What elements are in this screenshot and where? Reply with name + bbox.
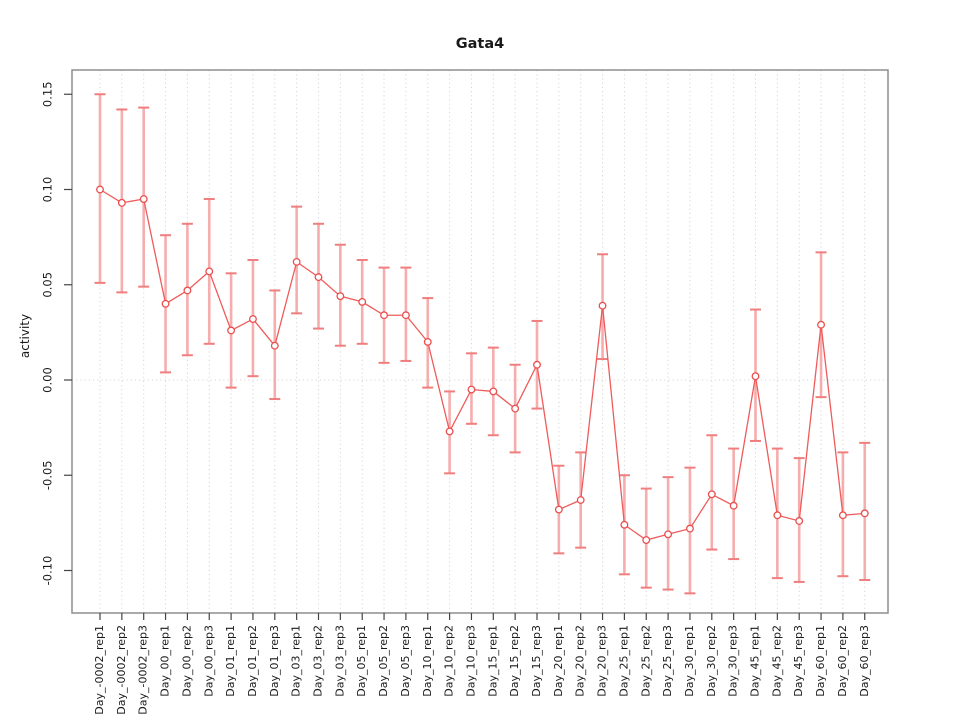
x-tick-label: Day_30_rep2 [705, 625, 718, 697]
data-point-marker [860, 509, 869, 518]
data-point-marker [817, 320, 825, 329]
data-point-marker [117, 198, 126, 207]
data-point-marker [533, 360, 541, 369]
data-point-marker [445, 427, 454, 436]
x-tick-label: Day_15_rep1 [486, 625, 499, 697]
y-tick-label: 0.15 [41, 81, 55, 107]
data-point-marker [467, 385, 476, 394]
x-tick-label: Day_10_rep2 [443, 625, 456, 697]
data-point-marker [795, 517, 804, 525]
data-point-marker [248, 315, 257, 323]
data-point-marker [511, 404, 520, 413]
x-tick-label: Day_03_rep1 [290, 625, 303, 697]
x-tick-label: Day_03_rep3 [333, 625, 346, 697]
x-tick-label: Day_10_rep3 [464, 625, 477, 697]
x-tick-label: Day_03_rep2 [312, 625, 325, 697]
plot-box [71, 69, 889, 614]
chart-title: Gata4 [455, 36, 505, 52]
data-point-marker [314, 273, 323, 282]
x-tick-label: Day_05_rep2 [377, 625, 390, 697]
data-point-marker [292, 257, 301, 266]
data-point-marker [686, 524, 694, 533]
data-point-marker [227, 326, 236, 335]
x-tick-label: Day_30_rep3 [727, 625, 740, 697]
data-point-marker [358, 297, 367, 306]
x-tick-label: Day_-0002_rep3 [137, 625, 150, 715]
data-point-marker [642, 536, 651, 544]
x-tick-label: Day_01_rep3 [268, 625, 281, 697]
x-tick-label: Day_25_rep1 [617, 625, 630, 697]
series-line [99, 188, 865, 541]
x-tick-label: Day_25_rep3 [661, 625, 674, 697]
x-tick-label: Day_20_rep3 [596, 625, 609, 697]
data-point-marker [380, 311, 388, 320]
x-tick-label: Day_60_rep2 [836, 625, 849, 697]
x-tick-label: Day_-0002_rep2 [115, 625, 128, 715]
data-point-marker [139, 195, 148, 203]
x-tick-label: Day_-0002_rep1 [93, 625, 106, 715]
data-point-marker [751, 372, 760, 381]
x-tick-label: Day_20_rep2 [574, 625, 587, 697]
x-tick-label: Day_00_rep1 [159, 625, 172, 697]
x-tick-label: Day_05_rep1 [355, 625, 368, 697]
x-tick-label: Day_00_rep2 [180, 625, 193, 697]
y-tick-label: 0.10 [41, 177, 55, 203]
x-tick-label: Day_60_rep3 [858, 625, 871, 697]
data-point-marker [336, 292, 345, 301]
x-tick-label: Day_45_rep2 [770, 625, 783, 697]
data-point-marker [664, 530, 673, 539]
x-tick-label: Day_60_rep1 [814, 625, 827, 697]
x-tick-label: Day_30_rep1 [683, 625, 696, 697]
x-tick-label: Day_10_rep1 [421, 625, 434, 697]
x-tick-label: Day_01_rep1 [224, 625, 237, 697]
x-tick-label: Day_05_rep3 [399, 625, 412, 697]
data-point-marker [729, 501, 738, 510]
x-tick-label: Day_45_rep1 [749, 625, 762, 697]
data-point-marker [554, 505, 563, 514]
data-point-marker [707, 490, 716, 499]
x-tick-label: Day_15_rep2 [508, 625, 521, 697]
data-point-marker [183, 286, 192, 295]
y-tick-label: -0.05 [41, 460, 55, 490]
data-point-marker [598, 301, 607, 310]
data-point-marker [838, 511, 847, 520]
data-point-marker [773, 511, 782, 520]
x-tick-label: Day_15_rep3 [530, 625, 543, 697]
data-point-marker [161, 299, 170, 308]
x-tick-label: Day_20_rep1 [552, 625, 565, 697]
data-point-marker [401, 311, 410, 320]
data-point-marker [270, 341, 279, 350]
data-point-marker [423, 337, 432, 346]
x-tick-label: Day_00_rep3 [202, 625, 215, 697]
y-tick-label: 0.05 [41, 272, 55, 298]
y-tick-label: -0.10 [41, 556, 55, 586]
data-point-marker [576, 496, 585, 504]
data-point-marker [620, 520, 629, 529]
data-point-marker [489, 387, 498, 396]
x-tick-label: Day_25_rep2 [639, 625, 652, 697]
data-point-marker [96, 185, 104, 194]
x-tick-label: Day_01_rep2 [246, 625, 259, 697]
x-tick-label: Day_45_rep3 [792, 625, 805, 697]
data-point-marker [205, 267, 214, 276]
y-tick-label: 0.00 [41, 367, 55, 393]
